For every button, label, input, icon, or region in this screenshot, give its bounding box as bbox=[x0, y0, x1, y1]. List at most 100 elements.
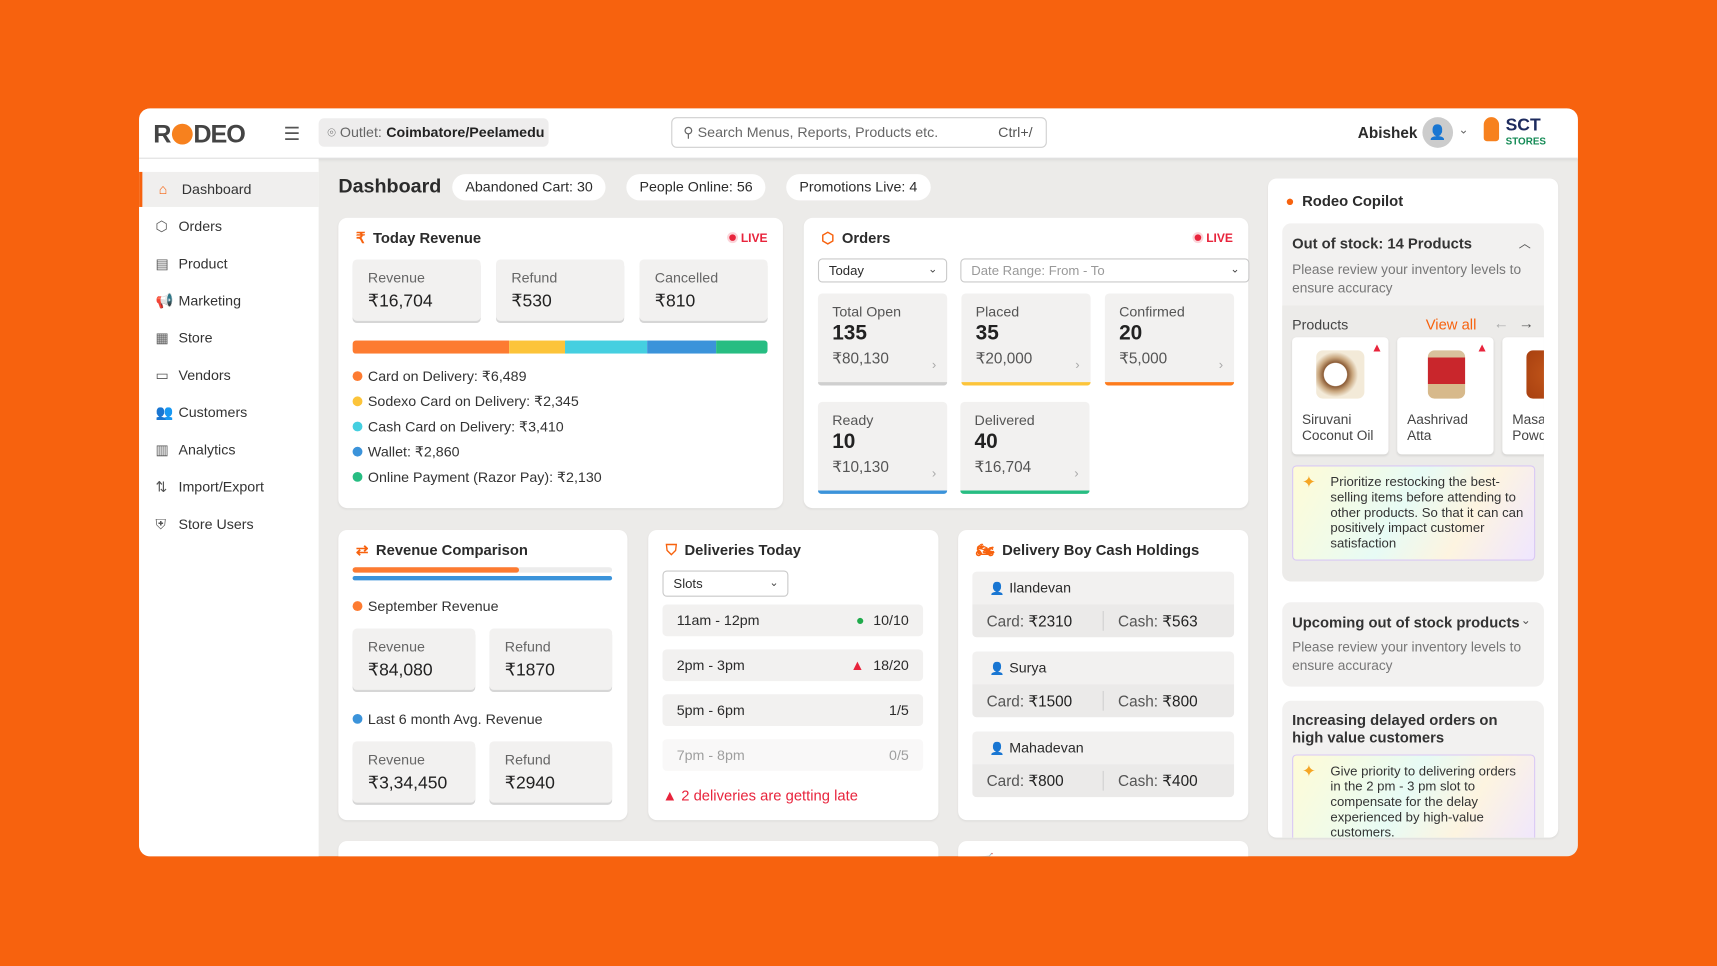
search-shortcut: Ctrl+/ bbox=[998, 123, 1033, 141]
view-all-link[interactable]: View all bbox=[1425, 316, 1477, 333]
delivery-boy-item[interactable]: 👤 Mahadevan Card: ₹800 Cash: ₹400 bbox=[972, 731, 1235, 798]
out-of-stock-title: Out of stock: 14 Products bbox=[1292, 235, 1472, 252]
abandoned-cart-badge[interactable]: Abandoned Cart: 30 bbox=[452, 174, 606, 201]
delivery-boy-item[interactable]: 👤 Surya Card: ₹1500 Cash: ₹800 bbox=[972, 651, 1235, 718]
order-stat-ready[interactable]: Ready 10 ₹10,130 › bbox=[817, 401, 948, 494]
page-title: Dashboard bbox=[338, 175, 442, 198]
out-of-stock-desc: Please review your inventory levels to e… bbox=[1292, 261, 1522, 296]
person-icon: 👤 bbox=[989, 582, 1005, 596]
avg-refund-stat: Refund ₹2940 bbox=[489, 741, 613, 803]
shopping-bag-icon: ⛉ bbox=[665, 542, 677, 559]
legend-item: Card on Delivery: ₹6,489 bbox=[352, 368, 602, 393]
rodeo-logo[interactable]: R DEO bbox=[153, 119, 245, 148]
product-card[interactable]: ▲ Aashrivad Atta bbox=[1397, 337, 1494, 455]
warning-icon: ▲ bbox=[1476, 341, 1489, 355]
card-title: Today Revenue bbox=[372, 229, 482, 247]
shield-icon: ⛨ bbox=[155, 515, 167, 533]
sidebar-item-product[interactable]: ▤ Product bbox=[139, 246, 319, 281]
user-name[interactable]: Abishek bbox=[1357, 123, 1418, 142]
outlet-value: Coimbatore/Peelamedu bbox=[386, 123, 545, 141]
slots-select[interactable]: Slots ⌄ bbox=[662, 570, 789, 597]
sidebar-item-label: Vendors bbox=[178, 366, 231, 384]
legend-item: Online Payment (Razor Pay): ₹2,130 bbox=[352, 469, 602, 494]
date-range-select[interactable]: Date Range: From - To ⌄ bbox=[960, 258, 1250, 283]
sidebar-item-store-users[interactable]: ⛨ Store Users bbox=[139, 507, 319, 542]
chevron-down-icon: ⌄ bbox=[1230, 263, 1240, 276]
users-icon: 👥 bbox=[155, 404, 174, 421]
clipboard-icon: ▤ bbox=[155, 255, 169, 272]
chevron-right-icon: › bbox=[1075, 356, 1080, 373]
sidebar-item-label: Dashboard bbox=[181, 180, 252, 198]
arrow-left-icon[interactable]: ← bbox=[1493, 314, 1509, 332]
home-icon: ⌂ bbox=[158, 180, 168, 198]
store-icon: ▦ bbox=[155, 329, 169, 347]
sidebar-item-analytics[interactable]: ▥ Analytics bbox=[139, 433, 319, 468]
product-card[interactable]: Masala Powder bbox=[1502, 337, 1544, 455]
order-stat-total-open[interactable]: Total Open 135 ₹80,130 › bbox=[817, 293, 948, 386]
orders-card: ⬡ Orders LIVE Today ⌄ Date Range: From - T… bbox=[803, 217, 1250, 509]
sct-stores-logo: SCT STORES bbox=[1483, 116, 1561, 150]
sidebar-item-label: Marketing bbox=[178, 292, 241, 309]
sidebar: ⌂ Dashboard ⬡ Orders ▤ Product 📢 Marketing ▦ Stor… bbox=[139, 158, 319, 857]
sidebar-item-label: Product bbox=[178, 255, 228, 272]
outlet-label: Outlet: bbox=[339, 123, 382, 141]
avg-revenue-stat: Revenue ₹3,34,450 bbox=[352, 741, 476, 803]
period-select[interactable]: Today ⌄ bbox=[817, 258, 948, 283]
today-revenue-card: ₹ Today Revenue LIVE Revenue ₹16,704 Refun… bbox=[338, 217, 783, 509]
sidebar-item-marketing[interactable]: 📢 Marketing bbox=[139, 284, 319, 319]
chevron-down-icon[interactable]: ⌄ bbox=[1458, 123, 1469, 137]
restock-tip: ✦ Prioritize restocking the best-selling … bbox=[1292, 465, 1536, 561]
motorbike-icon: 🏍 bbox=[975, 542, 995, 559]
delivery-slot[interactable]: 5pm - 6pm 1/5 bbox=[662, 694, 924, 726]
out-of-stock-section: Out of stock: 14 Products ︿ Please revie… bbox=[1282, 223, 1544, 582]
delivery-slot[interactable]: 11am - 12pm ● 10/10 bbox=[662, 604, 924, 637]
products-label: Products bbox=[1292, 316, 1349, 333]
rupee-icon: ₹ bbox=[355, 229, 366, 247]
chevron-down-icon: ⌄ bbox=[928, 263, 938, 276]
order-stat-placed[interactable]: Placed 35 ₹20,000 › bbox=[961, 293, 1091, 386]
menu-icon[interactable]: ☰ bbox=[283, 123, 301, 145]
sidebar-item-store[interactable]: ▦ Store bbox=[139, 321, 319, 356]
sidebar-item-label: Import/Export bbox=[178, 478, 264, 495]
delivery-slot[interactable]: 7pm - 8pm 0/5 bbox=[662, 739, 924, 771]
delivery-boy-item[interactable]: 👤 Ilandevan Card: ₹2310 Cash: ₹563 bbox=[972, 571, 1235, 638]
refund-stat: Refund ₹530 bbox=[496, 259, 625, 321]
delivery-slot[interactable]: 2pm - 3pm ▲ 18/20 bbox=[662, 649, 924, 682]
late-deliveries-alert[interactable]: ▲ 2 deliveries are getting late bbox=[662, 787, 858, 804]
brand-line2: STORES bbox=[1505, 135, 1546, 147]
promotions-live-badge[interactable]: Promotions Live: 4 bbox=[786, 174, 931, 201]
payment-breakdown-bar bbox=[352, 340, 768, 354]
coconut-oil-image bbox=[1316, 350, 1365, 399]
rodeo-copilot-panel: ● Rodeo Copilot Out of stock: 14 Products… bbox=[1268, 178, 1559, 838]
arrow-right-icon[interactable]: → bbox=[1518, 314, 1535, 332]
import-export-icon: ⇅ bbox=[155, 478, 168, 495]
card-title: Revenue Comparison bbox=[375, 542, 528, 559]
deliveries-today-card: ⛉ Deliveries Today Slots ⌄ 11am - 12pm ● 10/… bbox=[648, 529, 939, 821]
delivery-boy-cash-card: 🏍 Delivery Boy Cash Holdings 👤 Ilandevan Ca… bbox=[958, 529, 1249, 821]
outlet-selector[interactable]: ⌾ Outlet: Coimbatore/Peelamedu bbox=[318, 118, 549, 147]
average-label: Last 6 month Avg. Revenue bbox=[367, 710, 543, 728]
payment-legend: Card on Delivery: ₹6,489 Sodexo Card on D… bbox=[352, 368, 602, 494]
box-icon: ⬡ bbox=[155, 217, 168, 235]
sidebar-item-dashboard[interactable]: ⌂ Dashboard bbox=[139, 171, 319, 207]
chevron-down-icon: ⌄ bbox=[769, 577, 779, 590]
bar-segment bbox=[352, 340, 509, 354]
order-stat-confirmed[interactable]: Confirmed 20 ₹5,000 › bbox=[1104, 293, 1235, 386]
product-card[interactable]: ▲ Siruvani Coconut Oil bbox=[1292, 337, 1389, 455]
chevron-up-icon[interactable]: ︿ bbox=[1518, 237, 1531, 251]
legend-item: Wallet: ₹2,860 bbox=[352, 443, 602, 468]
sidebar-item-vendors[interactable]: ▭ Vendors bbox=[139, 358, 319, 393]
sidebar-item-orders[interactable]: ⬡ Orders bbox=[139, 209, 319, 244]
people-online-badge[interactable]: People Online: 56 bbox=[626, 174, 766, 201]
september-label: September Revenue bbox=[367, 597, 499, 615]
chevron-down-icon[interactable]: ⌄ bbox=[1520, 614, 1531, 628]
search-input[interactable]: ⚲ Search Menus, Reports, Products etc. Ct… bbox=[671, 117, 1047, 148]
sidebar-item-customers[interactable]: 👥 Customers bbox=[139, 395, 319, 430]
megaphone-icon: 📢 bbox=[155, 292, 174, 309]
legend-item: Sodexo Card on Delivery: ₹2,345 bbox=[352, 393, 602, 418]
avatar[interactable]: 👤 bbox=[1422, 117, 1454, 148]
order-stat-delivered[interactable]: Delivered 40 ₹16,704 › bbox=[960, 401, 1090, 494]
vendor-icon: ▭ bbox=[155, 366, 169, 384]
september-progress bbox=[352, 567, 613, 573]
sidebar-item-import-export[interactable]: ⇅ Import/Export bbox=[139, 470, 319, 505]
